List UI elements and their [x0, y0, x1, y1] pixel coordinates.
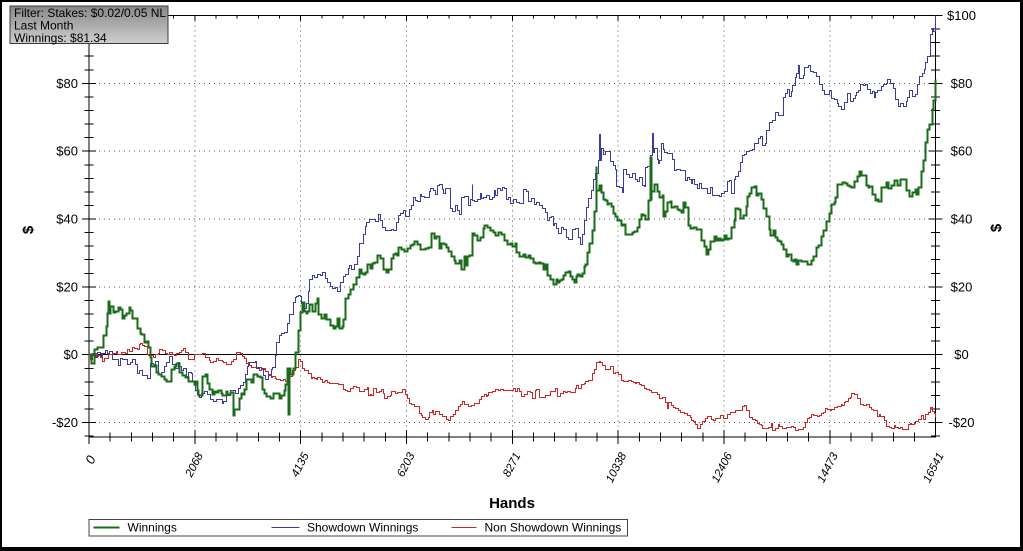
- svg-text:$80: $80: [951, 76, 973, 91]
- svg-text:-$20: -$20: [948, 415, 974, 430]
- svg-text:-$20: -$20: [52, 415, 78, 430]
- svg-text:$0: $0: [64, 347, 78, 362]
- svg-text:$: $: [988, 223, 1005, 232]
- svg-text:Filter: Stakes: $0.02/0.05 NL: Filter: Stakes: $0.02/0.05 NL: [14, 6, 166, 20]
- svg-text:Non Showdown Winnings: Non Showdown Winnings: [485, 521, 622, 535]
- svg-text:Hands: Hands: [489, 495, 535, 512]
- svg-text:$: $: [20, 225, 37, 234]
- svg-text:$0: $0: [954, 347, 968, 362]
- svg-text:Last Month: Last Month: [14, 18, 73, 32]
- svg-text:$80: $80: [56, 76, 78, 91]
- svg-text:$100: $100: [947, 8, 976, 23]
- svg-text:$60: $60: [56, 144, 78, 159]
- svg-text:Showdown Winnings: Showdown Winnings: [307, 521, 418, 535]
- svg-text:Winnings: Winnings: [128, 521, 177, 535]
- svg-text:$40: $40: [56, 212, 78, 227]
- svg-text:$60: $60: [951, 144, 973, 159]
- svg-text:$20: $20: [56, 279, 78, 294]
- svg-text:Winnings: $81.34: Winnings: $81.34: [14, 31, 107, 45]
- svg-text:$40: $40: [951, 212, 973, 227]
- svg-text:$20: $20: [951, 279, 973, 294]
